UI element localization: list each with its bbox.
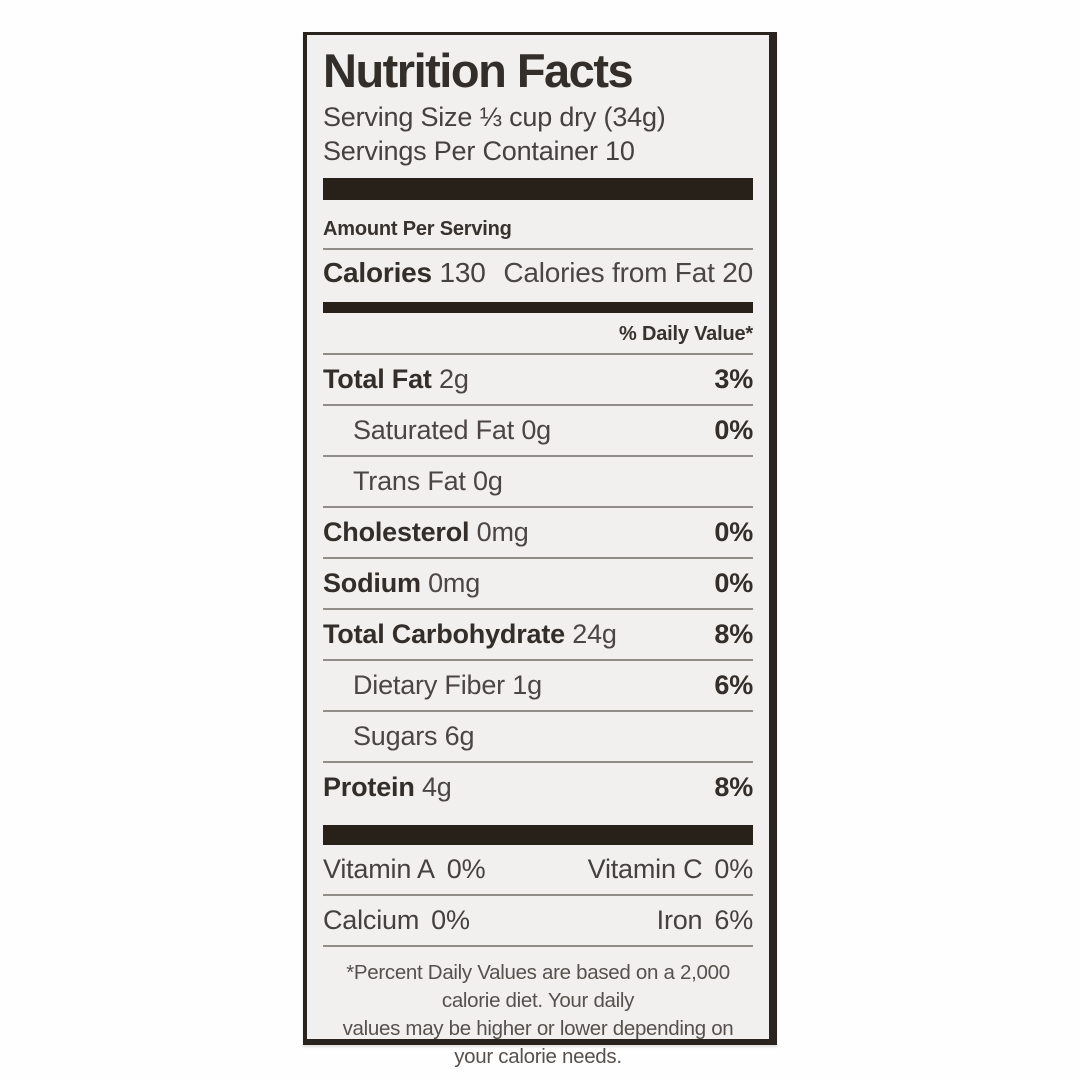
micronutrient-row-vitamins: Vitamin A 0% Vitamin C 0% xyxy=(323,845,753,896)
nutrient-row-trans-fat: Trans Fat 0g xyxy=(323,457,753,508)
calories-value: 130 xyxy=(439,256,486,288)
nutrient-row-sodium: Sodium 0mg 0% xyxy=(323,559,753,610)
nutrient-amount: 1g xyxy=(512,669,542,700)
nutrient-dv: 8% xyxy=(714,771,753,802)
label-title: Nutrition Facts xyxy=(323,44,634,97)
nutrient-dv: 6% xyxy=(714,669,753,700)
footnote-line-2: values may be higher or lower depending … xyxy=(342,1016,734,1068)
nutrient-row-cholesterol: Cholesterol 0mg 0% xyxy=(323,508,753,559)
footnote: *Percent Daily Values are based on a 2,0… xyxy=(323,947,753,1071)
nutrient-name: Total Carbohydrate xyxy=(323,618,565,649)
calories-row: Calories 130 Calories from Fat 20 xyxy=(323,250,753,296)
nutrient-name: Dietary Fiber xyxy=(353,669,505,700)
nutrient-dv: 0% xyxy=(714,516,753,547)
nutrient-name: Sugars xyxy=(353,720,438,751)
nutrient-amount: 0mg xyxy=(476,516,529,547)
amount-per-serving-label: Amount Per Serving xyxy=(323,200,753,250)
micronutrient-iron: Iron 6% xyxy=(656,904,754,935)
nutrient-row-saturated-fat: Saturated Fat 0g 0% xyxy=(323,406,753,457)
nutrient-dv: 3% xyxy=(714,363,753,394)
nutrient-row-dietary-fiber: Dietary Fiber 1g 6% xyxy=(323,661,753,712)
micronutrient-vitamin-a: Vitamin A 0% xyxy=(323,853,486,884)
nutrient-dv: 0% xyxy=(714,414,753,445)
nutrient-row-protein: Protein 4g 8% xyxy=(323,763,753,812)
micronutrient-row-minerals: Calcium 0% Iron 6% xyxy=(323,896,753,947)
daily-value-header: % Daily Value* xyxy=(323,313,753,355)
nutrient-name: Sodium xyxy=(323,567,421,598)
micronutrient-vitamin-c: Vitamin C 0% xyxy=(587,853,754,884)
servings-per-container: Servings Per Container 10 xyxy=(323,135,635,166)
nutrient-dv: 0% xyxy=(714,567,753,598)
calories-label: Calories xyxy=(323,256,432,288)
nutrient-amount: 2g xyxy=(439,363,469,394)
nutrient-amount: 4g xyxy=(421,771,452,802)
nutrient-amount: 24g xyxy=(572,618,617,649)
nutrient-amount: 6g xyxy=(444,720,475,751)
separator-bar-thick-bottom xyxy=(323,824,753,845)
micronutrient-calcium: Calcium 0% xyxy=(323,904,470,935)
nutrient-name: Protein xyxy=(323,771,415,802)
nutrient-amount: 0g xyxy=(521,414,551,445)
nutrient-row-total-carbohydrate: Total Carbohydrate 24g 8% xyxy=(323,610,753,661)
nutrient-amount: 0g xyxy=(473,465,503,496)
nutrient-row-total-fat: Total Fat 2g 3% xyxy=(323,355,753,406)
calories-from-fat: Calories from Fat 20 xyxy=(503,256,753,288)
nutrient-row-sugars: Sugars 6g xyxy=(323,712,753,763)
nutrient-name: Saturated Fat xyxy=(353,414,514,445)
serving-size: Serving Size ⅓ cup dry (34g) xyxy=(323,101,666,132)
nutrient-name: Total Fat xyxy=(323,363,432,394)
calories-label-group: Calories 130 xyxy=(323,257,486,289)
nutrient-amount: 0mg xyxy=(428,567,481,598)
separator-bar-medium xyxy=(323,301,753,313)
footnote-line-1: *Percent Daily Values are based on a 2,0… xyxy=(346,960,730,1012)
separator-bar-thick-top xyxy=(323,177,753,200)
nutrient-name: Trans Fat xyxy=(353,465,466,496)
nutrition-facts-label: Nutrition Facts Serving Size ⅓ cup dry (… xyxy=(303,32,777,1068)
nutrient-name: Cholesterol xyxy=(323,516,470,547)
nutrient-dv: 8% xyxy=(714,618,753,649)
serving-info: Serving Size ⅓ cup dry (34g) Servings Pe… xyxy=(323,100,753,168)
